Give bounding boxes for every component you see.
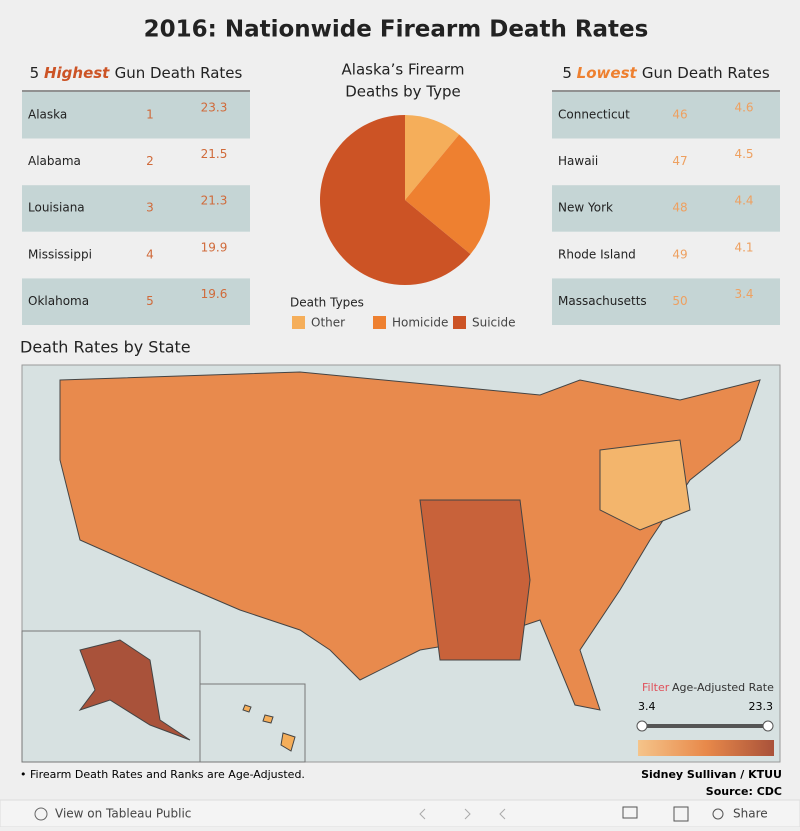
rate: 4.1 bbox=[734, 240, 753, 254]
hawaii bbox=[242, 704, 296, 752]
header-part: Gun Death Rates bbox=[642, 64, 770, 82]
state-name: Massachusetts bbox=[558, 294, 647, 308]
state-name: Mississippi bbox=[28, 247, 92, 261]
header-part: 5 bbox=[562, 64, 576, 82]
rate: 21.3 bbox=[201, 194, 228, 208]
table-row bbox=[552, 185, 780, 232]
table-row bbox=[22, 185, 250, 232]
rate: 4.4 bbox=[734, 194, 753, 208]
rank: 48 bbox=[672, 201, 687, 215]
share[interactable]: Share bbox=[733, 807, 768, 821]
pie-slice bbox=[319, 115, 471, 285]
rank: 49 bbox=[672, 247, 687, 261]
pie-slice bbox=[405, 134, 490, 255]
tableau-icon bbox=[34, 807, 48, 821]
table-row bbox=[22, 138, 250, 186]
table-row bbox=[552, 138, 780, 186]
legend-label: Other bbox=[311, 316, 345, 330]
state-name: Hawaii bbox=[558, 154, 598, 168]
pie-title: Alaska’s Firearm bbox=[342, 61, 465, 79]
table-header: 5 Lowest Gun Death Rates bbox=[562, 64, 769, 82]
footnote: • Firearm Death Rates and Ranks are Age-… bbox=[20, 768, 305, 781]
slider-handle[interactable] bbox=[762, 720, 774, 732]
northeast-states bbox=[599, 439, 691, 531]
table-row bbox=[22, 231, 250, 279]
toolbar bbox=[0, 799, 800, 828]
legend-max: 23.3 bbox=[749, 700, 774, 713]
rank: 4 bbox=[146, 247, 154, 261]
rank: 46 bbox=[672, 108, 687, 122]
table-row bbox=[552, 231, 780, 279]
legend-swatch bbox=[453, 316, 466, 329]
rate: 19.9 bbox=[201, 240, 228, 254]
table-row bbox=[22, 278, 250, 325]
state-name: Louisiana bbox=[28, 201, 85, 215]
header-part: Lowest bbox=[577, 64, 642, 82]
table-row bbox=[552, 278, 780, 325]
view-link[interactable]: View on Tableau Public bbox=[55, 807, 191, 821]
southern-states bbox=[419, 499, 531, 661]
rank: 50 bbox=[672, 294, 687, 308]
rank: 3 bbox=[146, 201, 154, 215]
nav-icons[interactable] bbox=[419, 808, 506, 820]
color-legend bbox=[638, 740, 774, 756]
rank: 2 bbox=[146, 154, 154, 168]
legend-label: Suicide bbox=[472, 316, 516, 330]
legend-swatch bbox=[373, 316, 386, 329]
header-part: 5 bbox=[30, 64, 44, 82]
map-title: Death Rates by State bbox=[20, 338, 191, 357]
legend-filter: Filter bbox=[642, 681, 670, 694]
table-row bbox=[552, 92, 780, 139]
share-icon[interactable] bbox=[712, 808, 724, 820]
legend-swatch bbox=[292, 316, 305, 329]
pie-slice bbox=[405, 115, 460, 200]
header-part: Gun Death Rates bbox=[115, 64, 243, 82]
rate: 4.6 bbox=[734, 101, 753, 115]
header-part: Highest bbox=[44, 64, 115, 82]
legend-label: Age-Adjusted Rate bbox=[672, 681, 774, 694]
legend-label: Homicide bbox=[392, 316, 448, 330]
rate: 23.3 bbox=[201, 101, 228, 115]
rank: 1 bbox=[146, 108, 154, 122]
us-map bbox=[59, 371, 761, 711]
dashboard-title: 2016: Nationwide Firearm Death Rates bbox=[144, 17, 649, 43]
pie-title: Deaths by Type bbox=[345, 83, 461, 101]
legend-min: 3.4 bbox=[638, 700, 656, 713]
source: Source: CDC bbox=[706, 785, 782, 798]
rank: 5 bbox=[146, 294, 154, 308]
state-name: New York bbox=[558, 201, 613, 215]
table-row bbox=[22, 92, 250, 139]
fullscreen-icon[interactable] bbox=[673, 806, 689, 822]
state-name: Alabama bbox=[28, 154, 81, 168]
rate: 4.5 bbox=[734, 147, 753, 161]
state-name: Oklahoma bbox=[28, 294, 89, 308]
rank: 47 bbox=[672, 154, 687, 168]
table-header: 5 Highest Gun Death Rates bbox=[30, 64, 243, 82]
alaska bbox=[78, 639, 191, 741]
rate: 3.4 bbox=[734, 287, 753, 301]
legend-title: Death Types bbox=[290, 296, 364, 310]
state-name: Rhode Island bbox=[558, 247, 636, 261]
slider-handle[interactable] bbox=[636, 720, 648, 732]
state-name: Connecticut bbox=[558, 108, 630, 122]
comment-icon[interactable] bbox=[622, 806, 638, 819]
author: Sidney Sullivan / KTUU bbox=[641, 768, 782, 781]
state-name: Alaska bbox=[28, 108, 67, 122]
rate: 19.6 bbox=[201, 287, 228, 301]
rate: 21.5 bbox=[201, 147, 228, 161]
